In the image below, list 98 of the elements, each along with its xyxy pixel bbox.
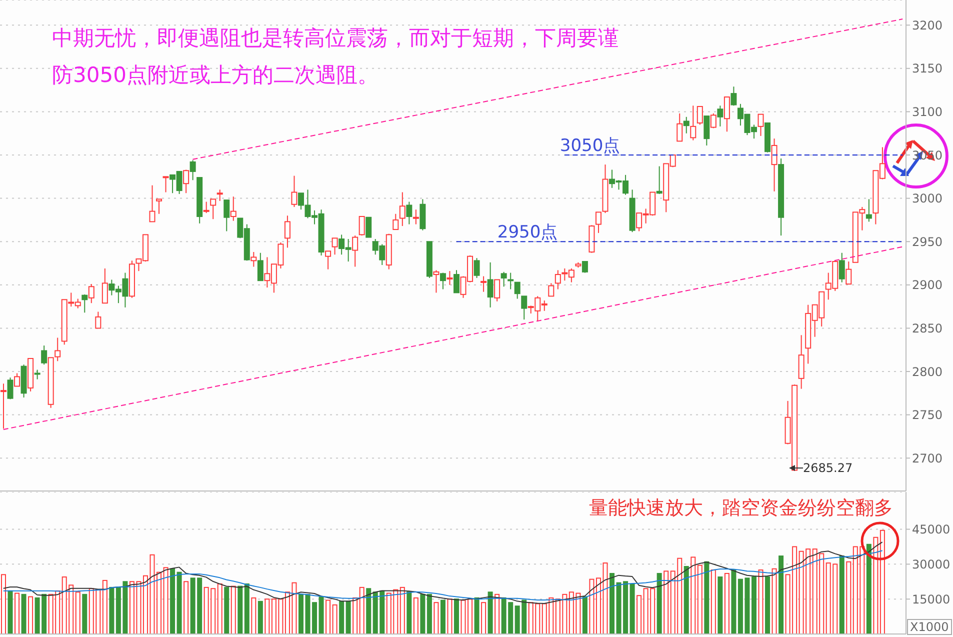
y-tick-label: 30000	[912, 557, 950, 572]
bar	[731, 569, 736, 634]
bar	[352, 597, 358, 634]
bar	[589, 578, 594, 634]
bar	[339, 600, 344, 634]
bar	[8, 590, 13, 634]
y-tick-label: 2900	[912, 278, 943, 292]
candlestick	[284, 215, 290, 248]
bar	[724, 572, 730, 634]
bar	[366, 588, 372, 634]
bar	[664, 570, 669, 634]
bar	[258, 600, 263, 634]
bar	[332, 604, 338, 634]
bar	[426, 594, 432, 634]
bar	[109, 586, 114, 634]
y-tick-label: 2800	[912, 364, 943, 379]
bar	[298, 594, 304, 634]
bar	[697, 564, 702, 634]
bar	[318, 596, 324, 634]
candlestick	[480, 276, 487, 292]
bar	[447, 598, 452, 634]
bar	[184, 581, 189, 634]
candlestick	[399, 192, 406, 227]
bar	[684, 566, 689, 634]
bar	[474, 597, 480, 634]
y-tick-label: 3100	[912, 104, 943, 119]
bar	[772, 568, 777, 634]
y-tick-label: 3200	[912, 18, 943, 32]
bar	[21, 594, 26, 634]
bar	[636, 595, 642, 634]
bar	[710, 569, 716, 634]
bar	[481, 602, 486, 634]
bar	[82, 594, 88, 634]
bar	[839, 556, 844, 634]
bar	[359, 586, 364, 634]
bar	[454, 598, 459, 634]
y-axis-title: X1000	[910, 620, 949, 634]
bar	[704, 561, 710, 634]
bar	[494, 594, 500, 634]
bar	[420, 594, 426, 634]
y-tick-label: 3150	[912, 62, 943, 76]
y-tick-label: 45000	[912, 522, 950, 537]
bar	[217, 583, 222, 634]
candlestick	[412, 209, 419, 225]
bar	[758, 569, 764, 634]
bar	[873, 536, 878, 634]
bar	[251, 597, 256, 634]
candlestick	[487, 262, 494, 308]
bar	[778, 556, 784, 634]
bar	[751, 576, 756, 634]
bar	[75, 592, 80, 634]
bar	[656, 572, 662, 634]
candlestick	[798, 334, 804, 390]
y-tick-label: 2950	[912, 234, 943, 249]
annotation: 2685.27	[803, 461, 853, 475]
bar	[866, 544, 872, 634]
bar	[610, 572, 615, 634]
bar	[765, 576, 770, 634]
bar	[582, 596, 588, 634]
bar	[326, 600, 331, 634]
annotation: 量能快速放大，踏空资金纷纷空翻多	[589, 497, 893, 519]
y-tick-label: 2750	[912, 408, 943, 422]
bar	[690, 556, 696, 634]
bar	[413, 597, 418, 634]
ref-line-label: 2950点	[497, 222, 558, 243]
bar	[238, 586, 243, 634]
bar	[264, 598, 270, 634]
candlestick	[778, 158, 784, 236]
bar	[346, 600, 351, 634]
bar	[28, 596, 34, 634]
candlestick	[690, 105, 696, 141]
bar	[440, 600, 446, 634]
bar	[230, 586, 236, 634]
bar	[14, 592, 20, 634]
bar	[846, 561, 852, 634]
y-tick-label: 15000	[912, 592, 950, 606]
bar	[400, 586, 405, 634]
bar	[880, 530, 885, 634]
y-tick-label: 2700	[912, 451, 943, 466]
bar	[170, 568, 176, 634]
bar	[244, 583, 250, 634]
bar	[156, 572, 162, 634]
text: 中期无忧，即便遇阻也是转高位震荡，而对于短期，下周要谨防3050点附近或上方的二次遇阻。	[52, 26, 619, 87]
bar	[488, 592, 493, 634]
bar	[718, 576, 723, 634]
y-tick-label: 3000	[912, 192, 943, 206]
bar	[630, 583, 635, 634]
candlestick	[230, 196, 236, 222]
candlestick	[446, 270, 453, 286]
bar	[176, 572, 182, 634]
bar	[163, 567, 168, 634]
bar	[102, 580, 108, 634]
bar	[434, 602, 439, 634]
bar	[224, 586, 230, 634]
y-tick-label: 2850	[912, 321, 943, 336]
ref-line-label: 3050点	[560, 136, 620, 156]
candlestick	[771, 138, 778, 192]
bar	[406, 592, 412, 634]
